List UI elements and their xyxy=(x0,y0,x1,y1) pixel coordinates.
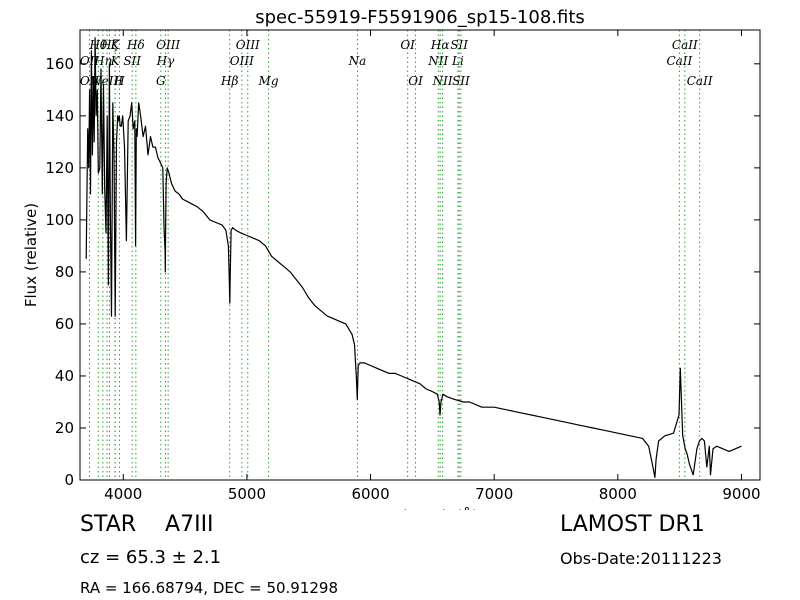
obs-date-label: Obs-Date:20111223 xyxy=(560,549,722,568)
line-label: Hα xyxy=(430,38,450,52)
x-tick-label: 9000 xyxy=(722,485,760,503)
line-label: Na xyxy=(348,54,367,68)
line-label: SII xyxy=(450,38,468,52)
subclass: A7III xyxy=(165,512,214,537)
line-label: SII xyxy=(123,54,141,68)
x-tick-label: 6000 xyxy=(351,485,389,503)
plot-frame xyxy=(79,29,761,481)
spectrum-chart: OIIOIIHθHηNeIIIHζKKHSIIHδGHγOIIIHβOIIIOI… xyxy=(22,7,761,510)
survey-label: LAMOST DR1 xyxy=(560,512,705,537)
y-tick-label: 80 xyxy=(55,263,74,281)
y-tick-label: 20 xyxy=(55,419,74,437)
line-label: H xyxy=(113,74,125,88)
line-label: Mg xyxy=(258,74,279,88)
y-tick-label: 60 xyxy=(55,315,74,333)
x-tick-label: 5000 xyxy=(228,485,266,503)
x-tick-label: 4000 xyxy=(104,485,142,503)
object-type: STAR xyxy=(80,512,137,537)
line-label: OIII xyxy=(230,54,254,68)
x-tick-label: 8000 xyxy=(599,485,637,503)
line-label: NII xyxy=(427,54,448,68)
line-label: SII xyxy=(452,74,470,88)
y-tick-label: 40 xyxy=(55,367,74,385)
spectrum-line xyxy=(85,37,742,478)
line-label: OIII xyxy=(236,38,260,52)
line-label: Hδ xyxy=(126,38,145,52)
y-tick-label: 0 xyxy=(64,471,74,489)
chart-title: spec-55919-F5591906_sp15-108.fits xyxy=(255,7,585,28)
line-label: CaII xyxy=(666,54,692,68)
coordinates-label: RA = 166.68794, DEC = 50.91298 xyxy=(80,579,339,597)
line-label: G xyxy=(156,74,166,88)
y-tick-label: 160 xyxy=(45,55,74,73)
line-label: OI xyxy=(408,74,423,88)
line-label: CaII xyxy=(687,74,713,88)
y-tick-label: 100 xyxy=(45,211,74,229)
line-label: CaII xyxy=(672,38,698,52)
line-label: OI xyxy=(400,38,415,52)
redshift-label: cz = 65.3 ± 2.1 xyxy=(80,547,222,568)
plot-layer: OIIOIIHθHηNeIIIHζKKHSIIHδGHγOIIIHβOIIIOI… xyxy=(22,7,761,510)
y-tick-label: 120 xyxy=(45,159,74,177)
x-axis-label: Wavelength (Å) xyxy=(362,506,478,510)
line-label: Hη xyxy=(93,54,112,68)
line-label: Hβ xyxy=(220,74,238,88)
x-tick-label: 7000 xyxy=(475,485,513,503)
line-label: Li xyxy=(451,54,464,68)
line-label: K xyxy=(110,54,121,68)
line-label: OIII xyxy=(156,38,180,52)
classification-label: STAR A7III xyxy=(80,512,214,537)
y-tick-label: 140 xyxy=(45,107,74,125)
line-label: NII xyxy=(432,74,453,88)
line-label: Hγ xyxy=(156,54,175,68)
y-axis-label: Flux (relative) xyxy=(22,203,40,307)
